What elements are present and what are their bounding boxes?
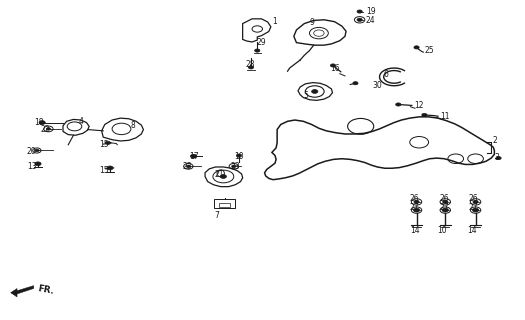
Circle shape [232, 165, 236, 168]
Circle shape [414, 46, 419, 49]
Text: 24: 24 [366, 16, 375, 25]
Polygon shape [11, 286, 34, 295]
Text: 5: 5 [303, 92, 308, 100]
Circle shape [443, 200, 448, 204]
Circle shape [413, 208, 419, 212]
Bar [214, 199, 235, 208]
Text: 8: 8 [131, 121, 135, 130]
Circle shape [442, 208, 448, 212]
Text: FR.: FR. [37, 284, 55, 296]
Circle shape [46, 128, 50, 130]
Circle shape [357, 18, 362, 21]
Circle shape [191, 154, 197, 158]
Text: 3: 3 [495, 153, 500, 162]
Circle shape [357, 10, 362, 13]
Text: 16: 16 [330, 63, 340, 73]
Text: 2: 2 [492, 136, 497, 146]
Text: 4: 4 [79, 117, 83, 126]
Circle shape [330, 64, 335, 67]
Text: 15: 15 [100, 166, 109, 175]
Circle shape [35, 162, 41, 166]
Text: 27: 27 [439, 203, 449, 212]
Text: 17: 17 [190, 152, 199, 161]
Text: 26: 26 [410, 194, 419, 203]
Circle shape [312, 90, 318, 93]
Text: 23: 23 [230, 163, 240, 172]
Text: 28: 28 [246, 60, 255, 69]
Text: 27: 27 [410, 203, 419, 212]
Text: 26: 26 [439, 194, 449, 203]
Text: 11: 11 [440, 112, 449, 121]
Text: 20: 20 [26, 147, 36, 156]
Text: 18: 18 [34, 118, 43, 127]
Circle shape [422, 113, 427, 116]
Circle shape [353, 82, 358, 85]
Text: 9: 9 [310, 18, 314, 27]
Text: 19: 19 [366, 7, 375, 16]
Circle shape [107, 166, 113, 170]
Text: 14: 14 [410, 226, 419, 235]
Polygon shape [11, 288, 17, 297]
Text: 27: 27 [469, 203, 478, 212]
Circle shape [396, 103, 401, 106]
Circle shape [248, 66, 254, 69]
Circle shape [220, 175, 226, 178]
Circle shape [39, 121, 45, 124]
Text: 21: 21 [214, 170, 224, 179]
Circle shape [35, 149, 39, 152]
Circle shape [414, 200, 419, 204]
Text: 14: 14 [467, 226, 477, 235]
Text: 25: 25 [424, 46, 434, 55]
Bar [218, 203, 230, 207]
Text: 22: 22 [40, 125, 50, 134]
Text: 13: 13 [27, 162, 37, 171]
Circle shape [106, 141, 111, 144]
Circle shape [255, 49, 260, 52]
Circle shape [473, 200, 478, 204]
Text: 6: 6 [384, 70, 388, 79]
Text: 1: 1 [272, 17, 277, 26]
Text: 10: 10 [437, 226, 447, 235]
Text: 29: 29 [256, 38, 266, 47]
Circle shape [236, 154, 242, 157]
Text: 7: 7 [214, 211, 219, 220]
Circle shape [472, 208, 479, 212]
Circle shape [496, 156, 501, 160]
Text: 23: 23 [182, 163, 192, 172]
Text: 26: 26 [469, 194, 478, 203]
Text: 10: 10 [234, 152, 244, 161]
Circle shape [186, 165, 191, 168]
Text: 30: 30 [372, 81, 382, 90]
Text: 12: 12 [414, 101, 424, 110]
Text: 15: 15 [100, 140, 109, 149]
